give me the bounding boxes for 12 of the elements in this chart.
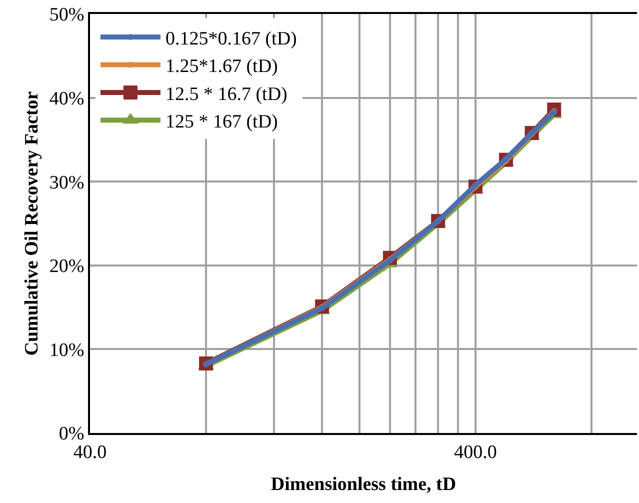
y-tick-label: 30%	[49, 172, 84, 194]
legend-label: 1.25*1.67 (tD)	[165, 56, 278, 78]
legend-label: 0.125*0.167 (tD)	[165, 28, 297, 50]
y-tick-label: 20%	[49, 256, 84, 278]
y-tick-label: 10%	[49, 340, 84, 361]
x-tick-label: 400.0	[454, 442, 497, 463]
x-axis-title: Dimensionless time, tD	[270, 474, 456, 496]
legend-label: 125 * 167 (tD)	[165, 112, 278, 133]
legend-label: 12.5 * 16.7 (tD)	[165, 84, 288, 105]
y-tick-label: 40%	[49, 88, 84, 110]
y-tick-label: 50%	[49, 4, 84, 26]
y-axis-title: Cumulative Oil Recovery Factor	[22, 90, 43, 356]
